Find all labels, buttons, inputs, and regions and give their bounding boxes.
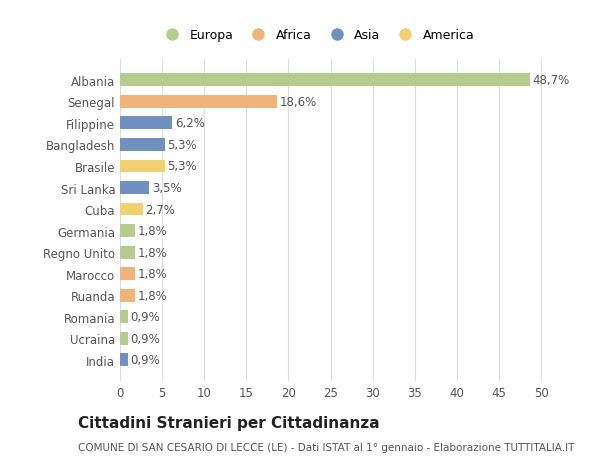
Bar <box>120 224 135 237</box>
Bar <box>120 160 164 173</box>
Text: 0,9%: 0,9% <box>130 353 160 366</box>
Text: 1,8%: 1,8% <box>137 289 167 302</box>
Legend: Europa, Africa, Asia, America: Europa, Africa, Asia, America <box>154 24 480 47</box>
Text: 1,8%: 1,8% <box>137 224 167 238</box>
Bar <box>120 268 135 280</box>
Text: 48,7%: 48,7% <box>533 74 570 87</box>
Text: 5,3%: 5,3% <box>167 139 197 151</box>
Text: 0,9%: 0,9% <box>130 332 160 345</box>
Bar <box>120 353 128 366</box>
Text: 1,8%: 1,8% <box>137 268 167 280</box>
Text: COMUNE DI SAN CESARIO DI LECCE (LE) - Dati ISTAT al 1° gennaio - Elaborazione TU: COMUNE DI SAN CESARIO DI LECCE (LE) - Da… <box>78 442 574 452</box>
Bar <box>120 96 277 109</box>
Text: 1,8%: 1,8% <box>137 246 167 259</box>
Bar <box>120 289 135 302</box>
Bar <box>120 203 143 216</box>
Bar <box>120 311 128 324</box>
Bar <box>120 182 149 195</box>
Bar <box>120 74 530 87</box>
Text: 0,9%: 0,9% <box>130 310 160 324</box>
Bar <box>120 139 164 151</box>
Text: Cittadini Stranieri per Cittadinanza: Cittadini Stranieri per Cittadinanza <box>78 415 380 431</box>
Text: 3,5%: 3,5% <box>152 182 182 195</box>
Bar <box>120 246 135 259</box>
Text: 6,2%: 6,2% <box>175 117 205 130</box>
Bar <box>120 117 172 130</box>
Text: 5,3%: 5,3% <box>167 160 197 173</box>
Bar <box>120 332 128 345</box>
Text: 2,7%: 2,7% <box>145 203 175 216</box>
Text: 18,6%: 18,6% <box>279 96 316 109</box>
